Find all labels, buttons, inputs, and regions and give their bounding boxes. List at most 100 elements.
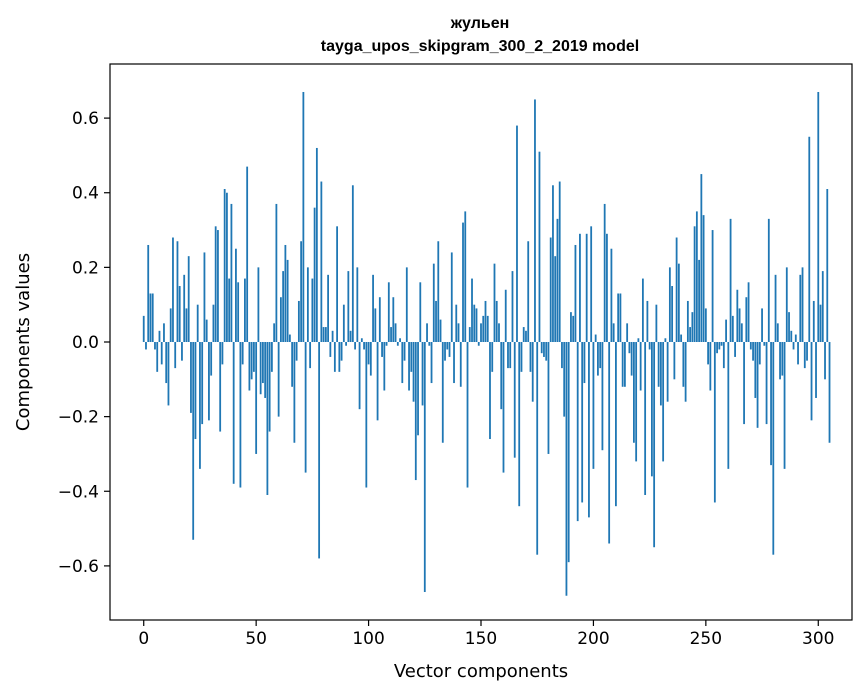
bar-126	[426, 323, 428, 342]
bar-200	[592, 342, 595, 469]
bar-144	[466, 342, 469, 488]
bar-259	[725, 319, 727, 342]
bar-250	[704, 308, 707, 342]
bar-228	[655, 304, 658, 342]
bar-22	[192, 342, 195, 540]
bar-209	[612, 323, 615, 342]
bar-125	[423, 342, 426, 593]
bar-251	[707, 342, 709, 365]
bar-180	[547, 342, 550, 454]
bar-203	[599, 342, 602, 369]
bar-261	[729, 218, 732, 342]
bar-61	[279, 297, 282, 342]
bar-20	[187, 256, 190, 342]
bar-289	[792, 342, 795, 350]
bar-166	[516, 125, 518, 342]
bar-99	[365, 342, 368, 488]
bar-120	[412, 342, 415, 402]
bar-109	[387, 282, 390, 342]
bar-219	[635, 342, 638, 462]
bar-48	[250, 342, 253, 380]
bar-252	[709, 342, 712, 391]
bar-81	[324, 327, 327, 342]
bar-122	[417, 342, 419, 436]
bar-163	[509, 342, 512, 369]
bar-189	[567, 342, 570, 563]
bar-19	[185, 308, 188, 342]
bar-11	[167, 342, 170, 406]
bar-156	[493, 263, 496, 342]
bar-278	[767, 218, 770, 342]
bar-131	[437, 241, 440, 342]
bar-271	[752, 342, 754, 361]
bar-139	[455, 304, 458, 342]
bar-7	[158, 330, 161, 342]
chart-title: жульен	[450, 15, 510, 32]
x-tick-label: 300	[802, 629, 834, 649]
bar-217	[630, 342, 633, 376]
bar-222	[641, 278, 644, 342]
x-axis-ticks: 0 50 100 150 200 250 300	[138, 620, 834, 649]
bar-39	[230, 203, 233, 342]
bar-230	[659, 342, 662, 406]
bar-214	[624, 342, 626, 387]
bar-104	[376, 342, 379, 421]
bar-130	[435, 300, 437, 342]
bar-78	[318, 342, 321, 559]
bar-233	[666, 342, 669, 402]
bar-79	[320, 181, 323, 342]
bar-245	[693, 226, 696, 342]
bar-77	[315, 147, 318, 342]
bar-140	[457, 323, 460, 342]
bar-198	[588, 342, 590, 518]
bar-105	[378, 297, 381, 342]
bar-75	[311, 278, 314, 342]
bar-92	[349, 330, 352, 342]
bar-70	[300, 241, 303, 342]
y-tick-label: 0.6	[72, 109, 99, 129]
bar-274	[758, 342, 761, 365]
bar-303	[824, 342, 826, 380]
bar-263	[734, 342, 736, 357]
bar-18	[183, 274, 186, 342]
bar-71	[302, 91, 305, 343]
bar-242	[686, 300, 689, 342]
bar-115	[401, 342, 404, 384]
bar-287	[788, 312, 790, 342]
bar-87	[338, 342, 341, 372]
bar-88	[340, 342, 343, 361]
bar-183	[554, 256, 557, 342]
bar-232	[664, 338, 667, 342]
bar-76	[313, 207, 316, 342]
bar-68	[295, 342, 298, 361]
bar-108	[385, 342, 388, 346]
bar-188	[565, 342, 568, 596]
y-tick-label: −0.2	[58, 408, 99, 428]
bar-106	[381, 342, 383, 357]
bar-41	[235, 248, 237, 342]
bar-82	[327, 274, 329, 342]
bar-154	[489, 342, 491, 440]
bar-262	[731, 315, 734, 342]
bar-277	[765, 342, 768, 425]
bar-57	[270, 342, 273, 372]
bar-37	[226, 192, 228, 342]
bar-243	[689, 327, 692, 342]
bar-179	[545, 342, 548, 361]
bar-223	[644, 342, 647, 495]
bar-84	[331, 330, 334, 342]
bar-133	[441, 342, 444, 443]
bar-9	[163, 323, 165, 342]
bar-3	[149, 293, 152, 342]
bar-74	[309, 342, 312, 369]
bar-275	[761, 308, 763, 342]
bar-124	[421, 342, 424, 406]
bar-32	[214, 226, 217, 342]
bar-45	[244, 278, 246, 342]
bar-169	[522, 327, 525, 342]
bar-31	[212, 304, 215, 342]
bar-301	[819, 304, 822, 342]
y-tick-label: −0.6	[58, 557, 99, 577]
bar-91	[347, 271, 350, 342]
